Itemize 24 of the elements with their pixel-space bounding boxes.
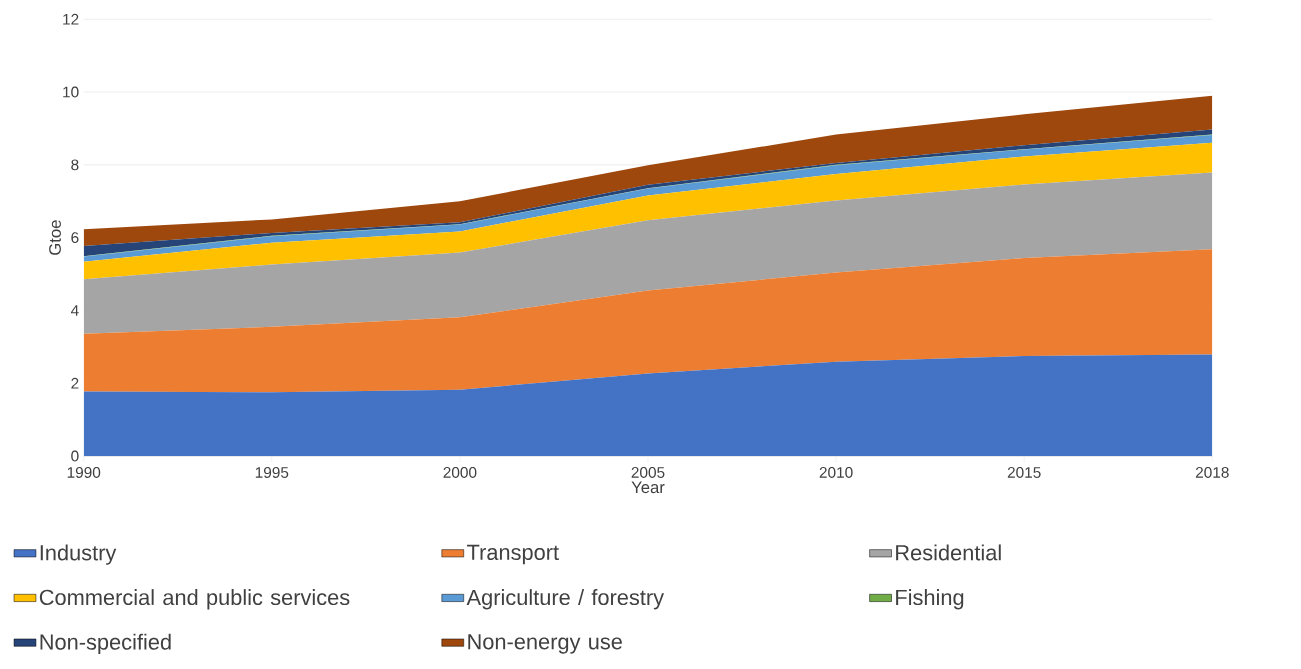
x-tick-label: 2010 (819, 467, 853, 479)
y-axis-title: Gtoe (49, 220, 61, 256)
x-tick-label: 2005 (631, 467, 665, 479)
x-tick-label: 2000 (443, 467, 477, 479)
legend-label: Industry (40, 544, 117, 565)
y-tick-label: 0 (71, 450, 79, 462)
y-tick-label: 10 (63, 86, 79, 98)
x-axis-title: Year (631, 481, 665, 494)
x-tick-label: 1995 (255, 467, 289, 479)
x-tick-label: 2015 (1007, 467, 1041, 479)
x-tick-label: 2018 (1195, 467, 1229, 479)
legend-label: Commercial and public services (39, 589, 350, 610)
y-tick-label: 12 (63, 14, 79, 25)
legend-label: Agriculture / forestry (466, 589, 665, 610)
legend-label: Non-energy use (468, 634, 622, 654)
legend-label: Fishing (896, 589, 964, 610)
y-tick-label: 6 (71, 232, 79, 244)
y-tick-label: 8 (71, 159, 79, 171)
legend-label: Transport (467, 544, 559, 565)
x-tick-label: 1990 (67, 467, 101, 479)
y-tick-label: 2 (71, 378, 79, 389)
legend-label: Non-specified (40, 633, 171, 655)
y-tick-label: 4 (70, 305, 79, 316)
legend-label: Residential (896, 544, 1001, 561)
